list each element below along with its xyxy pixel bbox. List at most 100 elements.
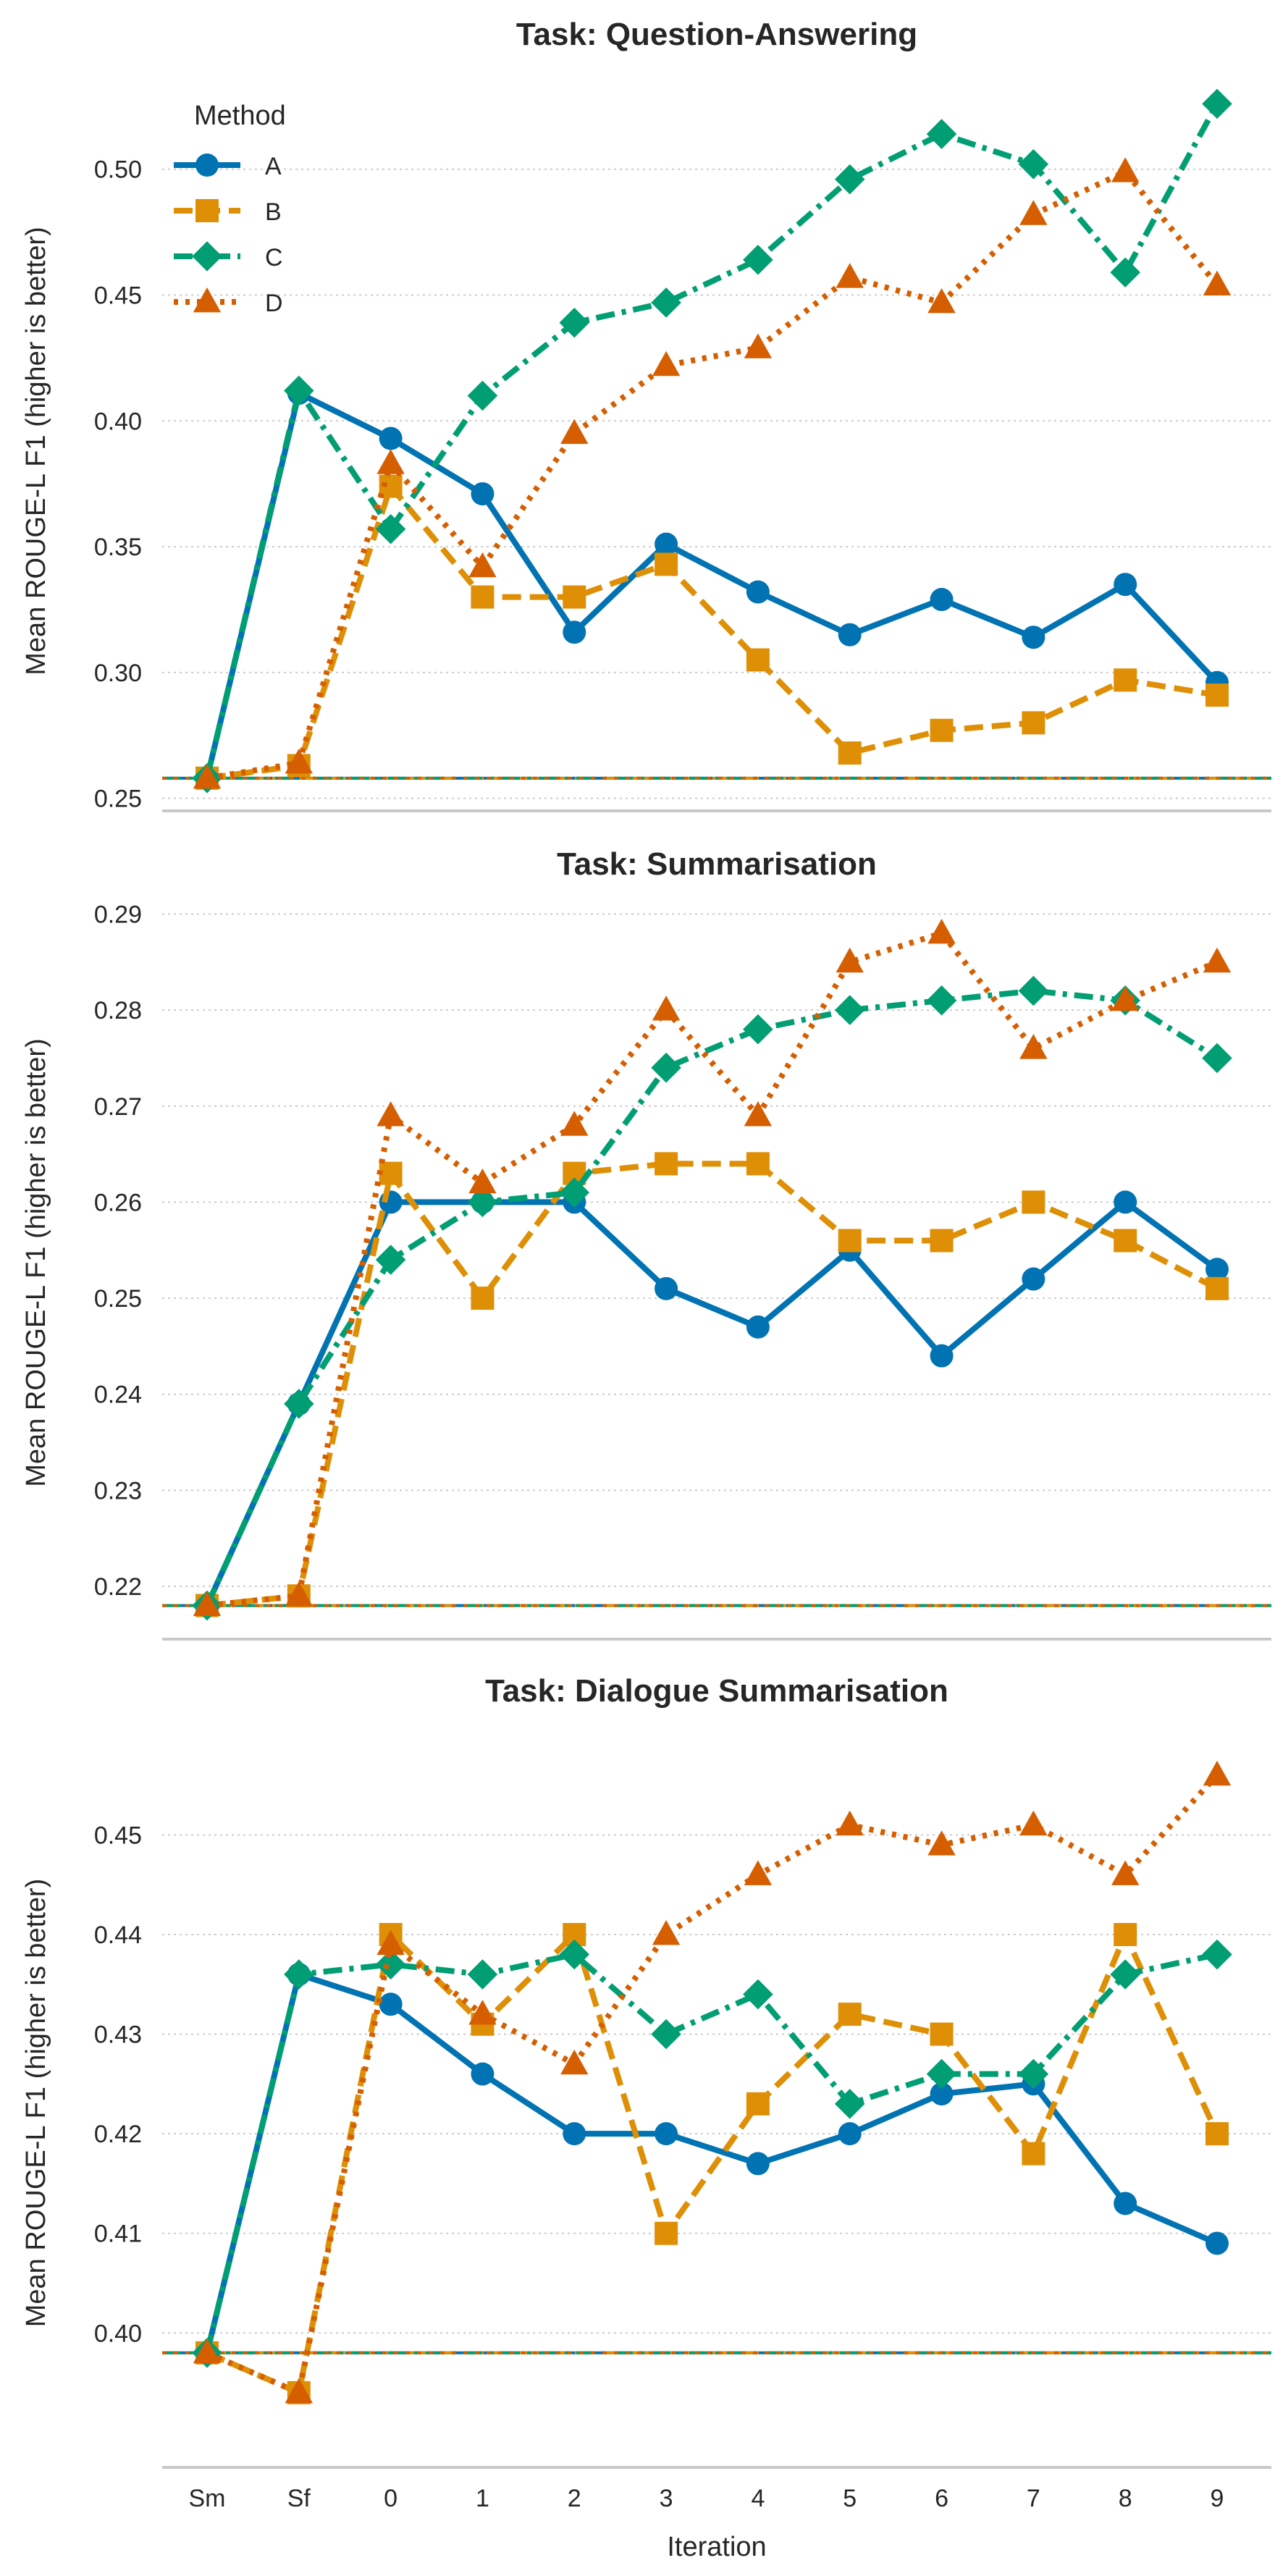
data-point-D — [468, 552, 497, 578]
data-point-A — [1114, 2192, 1137, 2215]
series-line-B — [206, 1932, 1220, 2396]
data-point-D — [1111, 985, 1140, 1011]
legend-label: C — [265, 244, 283, 272]
data-point-B — [471, 1287, 495, 1310]
data-point-C — [1202, 1043, 1232, 1074]
x-axis-label: Iteration — [667, 2532, 766, 2562]
data-point-B — [563, 585, 586, 609]
data-point-B — [746, 648, 770, 672]
data-point-D — [744, 333, 773, 358]
y-tick-label: 0.26 — [94, 1189, 142, 1216]
data-point-A — [471, 2062, 495, 2086]
legend-label: B — [265, 198, 282, 226]
y-tick-label: 0.35 — [94, 534, 142, 561]
y-tick-label: 0.24 — [94, 1381, 142, 1409]
data-point-C — [651, 1052, 681, 1083]
chart-title: Task: Summarisation — [557, 846, 877, 882]
data-point-C — [834, 164, 865, 195]
data-point-A — [471, 482, 495, 506]
series-B — [195, 1923, 1229, 2404]
y-tick-label: 0.43 — [94, 2021, 142, 2049]
data-point-C — [1018, 148, 1049, 180]
y-tick-label: 0.41 — [94, 2221, 142, 2248]
legend-title: Method — [194, 101, 286, 131]
data-point-D — [193, 1591, 222, 1616]
data-point-C — [284, 1959, 314, 1990]
data-point-C — [1018, 2058, 1049, 2089]
data-point-C — [467, 1959, 498, 1990]
data-point-C — [1110, 1959, 1140, 1990]
x-tick-label: 8 — [1119, 2485, 1132, 2512]
data-point-D — [560, 1111, 589, 1136]
data-point-C — [375, 513, 406, 544]
series-B — [195, 474, 1229, 790]
data-point-C — [743, 245, 773, 275]
data-point-D — [652, 996, 681, 1021]
data-point-D — [193, 763, 222, 789]
data-point-D — [285, 1581, 314, 1607]
series-line-D — [206, 1773, 1219, 2396]
data-point-B — [471, 585, 495, 609]
data-point-B — [1114, 668, 1137, 692]
data-point-A — [746, 2152, 770, 2176]
data-point-A — [1022, 1267, 1045, 1291]
data-point-A — [563, 2122, 586, 2146]
y-tick-label: 0.27 — [94, 1093, 142, 1121]
y-axis-label: Mean ROUGE-L F1 (higher is better) — [21, 227, 51, 675]
data-point-B — [1114, 1923, 1137, 1947]
legend-label: D — [265, 290, 283, 317]
y-tick-label: 0.44 — [94, 1922, 142, 1949]
data-point-C — [1110, 257, 1140, 288]
data-point-C — [743, 1979, 773, 2010]
data-point-B — [1022, 1190, 1045, 1214]
data-point-D — [193, 2338, 222, 2364]
x-tick-label: Sf — [287, 2485, 311, 2512]
y-axis-label: Mean ROUGE-L F1 (higher is better) — [21, 1038, 51, 1486]
data-point-C — [284, 375, 314, 406]
data-point-D — [468, 1168, 497, 1194]
data-point-B — [1022, 2142, 1045, 2165]
y-tick-label: 0.29 — [94, 901, 142, 928]
data-point-A — [930, 588, 954, 612]
data-point-B — [1205, 683, 1229, 707]
data-point-C — [559, 1177, 590, 1208]
data-point-B — [655, 552, 678, 576]
series-line-B — [206, 1161, 1219, 1609]
data-point-B — [1205, 2122, 1229, 2146]
legend-marker-A — [195, 153, 219, 177]
series-B — [195, 1152, 1229, 1617]
data-point-D — [927, 287, 956, 313]
y-tick-label: 0.40 — [94, 2320, 142, 2347]
data-point-D — [836, 947, 864, 973]
data-point-C — [375, 1949, 406, 1980]
data-point-A — [379, 1992, 403, 2016]
data-point-D — [468, 2000, 497, 2025]
data-point-C — [651, 287, 681, 318]
series-line-D — [206, 169, 1220, 781]
legend-marker-B — [195, 199, 219, 222]
data-point-A — [838, 2122, 862, 2146]
data-point-D — [1203, 1760, 1232, 1786]
data-point-A — [930, 1344, 954, 1368]
x-tick-label: 2 — [568, 2485, 581, 2512]
data-point-D — [1111, 157, 1140, 182]
y-tick-label: 0.45 — [94, 1822, 142, 1849]
x-tick-label: 3 — [660, 2485, 673, 2512]
series-line-A — [204, 390, 1219, 779]
series-line-C — [204, 988, 1219, 1607]
data-point-B — [655, 1152, 678, 1176]
data-point-A — [930, 2082, 954, 2106]
x-tick-label: 6 — [935, 2485, 948, 2512]
data-point-A — [746, 580, 770, 604]
series-line-C — [204, 1951, 1218, 2354]
data-point-A — [1205, 2231, 1229, 2255]
data-point-C — [467, 380, 498, 411]
chart-title: Task: Dialogue Summarisation — [485, 1673, 948, 1709]
y-tick-label: 0.28 — [94, 997, 142, 1024]
series-D — [193, 1760, 1232, 2404]
y-tick-label: 0.45 — [94, 282, 142, 310]
data-point-B — [746, 2092, 770, 2116]
data-point-A — [838, 623, 862, 647]
legend-marker-C — [192, 241, 222, 272]
data-point-A — [1205, 1258, 1229, 1281]
